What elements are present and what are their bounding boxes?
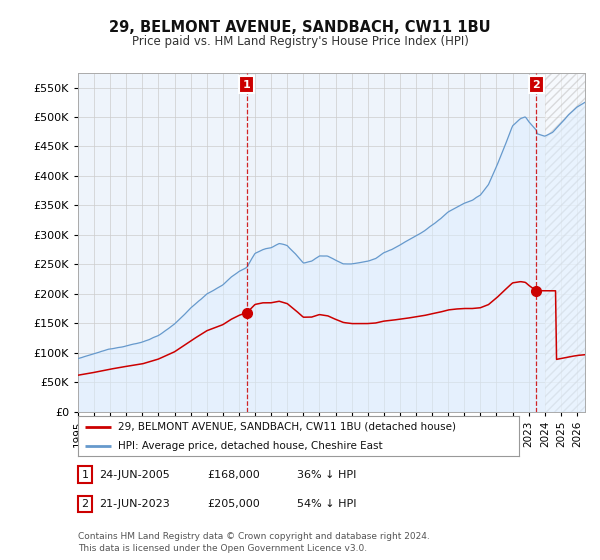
- Text: 1: 1: [82, 470, 88, 480]
- Text: 54% ↓ HPI: 54% ↓ HPI: [297, 499, 356, 509]
- Text: Price paid vs. HM Land Registry's House Price Index (HPI): Price paid vs. HM Land Registry's House …: [131, 35, 469, 48]
- Text: 36% ↓ HPI: 36% ↓ HPI: [297, 470, 356, 480]
- Text: 24-JUN-2005: 24-JUN-2005: [99, 470, 170, 480]
- Text: 2: 2: [82, 499, 88, 509]
- Text: 21-JUN-2023: 21-JUN-2023: [99, 499, 170, 509]
- Text: 1: 1: [243, 80, 251, 90]
- Text: £168,000: £168,000: [207, 470, 260, 480]
- Text: 29, BELMONT AVENUE, SANDBACH, CW11 1BU (detached house): 29, BELMONT AVENUE, SANDBACH, CW11 1BU (…: [118, 422, 455, 432]
- Text: £205,000: £205,000: [207, 499, 260, 509]
- Text: 29, BELMONT AVENUE, SANDBACH, CW11 1BU: 29, BELMONT AVENUE, SANDBACH, CW11 1BU: [109, 20, 491, 35]
- Text: Contains HM Land Registry data © Crown copyright and database right 2024.
This d: Contains HM Land Registry data © Crown c…: [78, 533, 430, 553]
- Text: 2: 2: [532, 80, 540, 90]
- Text: HPI: Average price, detached house, Cheshire East: HPI: Average price, detached house, Ches…: [118, 441, 382, 451]
